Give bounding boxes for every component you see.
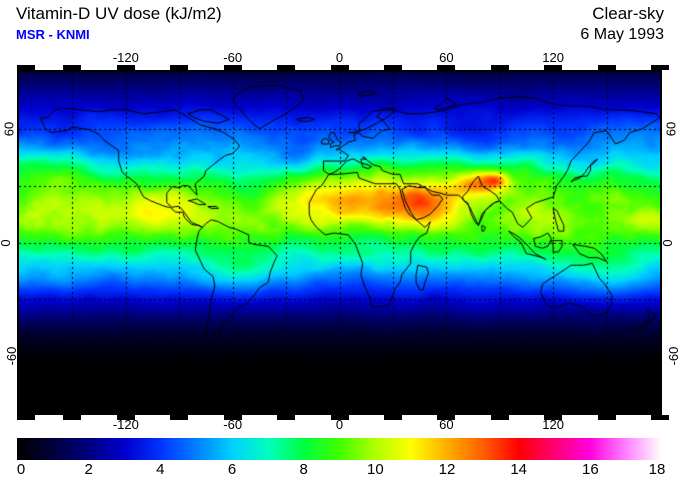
colorbar-tick-14: 14 — [510, 461, 527, 478]
colorbar-tick-6: 6 — [227, 461, 237, 478]
longitude-label-top-0: -120 — [112, 50, 139, 65]
axis-tick — [437, 415, 456, 420]
latitude-label-left-1: 0 — [0, 239, 13, 246]
colorbar-tick-16: 16 — [581, 461, 599, 478]
longitude-label-top-4: 120 — [542, 50, 565, 65]
axis-tick — [170, 65, 189, 70]
latitude-label-right-2: -60 — [665, 346, 678, 366]
latitude-label-right-1: 0 — [660, 238, 676, 247]
colorbar-gradient — [17, 438, 662, 460]
axis-tick — [651, 65, 669, 70]
colorbar — [17, 438, 662, 460]
axis-tick — [17, 415, 35, 420]
date-label: 6 May 1993 — [580, 26, 664, 43]
longitude-label-bottom-1: -60 — [223, 417, 243, 432]
axis-tick — [383, 65, 402, 70]
longitude-label-bottom-2: 0 — [335, 417, 344, 432]
condition-label: Clear-sky — [592, 4, 664, 23]
colorbar-tick-4: 4 — [156, 461, 165, 478]
colorbar-tick-0: 0 — [16, 461, 26, 478]
colorbar-tick-labels: 0 2 4 6 8 10 12 14 16 18 — [16, 461, 666, 479]
axis-tick — [223, 65, 242, 70]
colorbar-tick-2: 2 — [84, 461, 93, 478]
longitude-label-top-2: 0 — [335, 50, 344, 65]
axis-tick — [330, 65, 349, 70]
latitude-label-left-2: -60 — [3, 346, 19, 366]
axis-tick — [63, 415, 82, 420]
axis-tick — [490, 65, 509, 70]
axis-tick — [544, 415, 563, 420]
longitude-label-bottom-3: 60 — [439, 417, 454, 432]
axis-tick — [63, 65, 82, 70]
axis-tick — [597, 415, 616, 420]
axis-tick — [17, 65, 35, 70]
colorbar-tick-10: 10 — [366, 461, 384, 478]
axis-tick — [651, 415, 669, 420]
axis-tick — [170, 415, 189, 420]
chart-header: Vitamin-D UV dose (kJ/m2) MSR - KNMI Cle… — [0, 0, 678, 56]
colorbar-tick-18: 18 — [648, 461, 666, 478]
colorbar-tick-8: 8 — [299, 461, 308, 478]
axis-tick — [277, 65, 296, 70]
axis-tick — [330, 415, 349, 420]
axis-tick — [597, 65, 616, 70]
longitude-label-top-1: -60 — [223, 50, 243, 65]
axis-tick — [437, 65, 456, 70]
latitude-label-left-0: 60 — [1, 121, 17, 137]
latitude-label-right-0: 60 — [663, 121, 678, 137]
colorbar-tick-12: 12 — [438, 461, 456, 478]
axis-tick — [490, 415, 509, 420]
uv-dose-heatmap — [19, 72, 660, 413]
data-source-label: MSR - KNMI — [16, 27, 90, 42]
axis-tick — [116, 65, 135, 70]
axis-tick — [544, 65, 563, 70]
longitude-label-bottom-0: -120 — [112, 417, 139, 432]
bottom-axis-ticks — [17, 415, 669, 420]
axis-tick — [223, 415, 242, 420]
map-plot-area — [17, 70, 662, 415]
longitude-label-bottom-4: 120 — [542, 417, 565, 432]
axis-tick — [277, 415, 296, 420]
longitude-label-top-3: 60 — [439, 50, 454, 65]
axis-tick — [383, 415, 402, 420]
page-title: Vitamin-D UV dose (kJ/m2) — [16, 4, 222, 23]
top-axis-ticks — [17, 65, 669, 70]
axis-tick — [116, 415, 135, 420]
